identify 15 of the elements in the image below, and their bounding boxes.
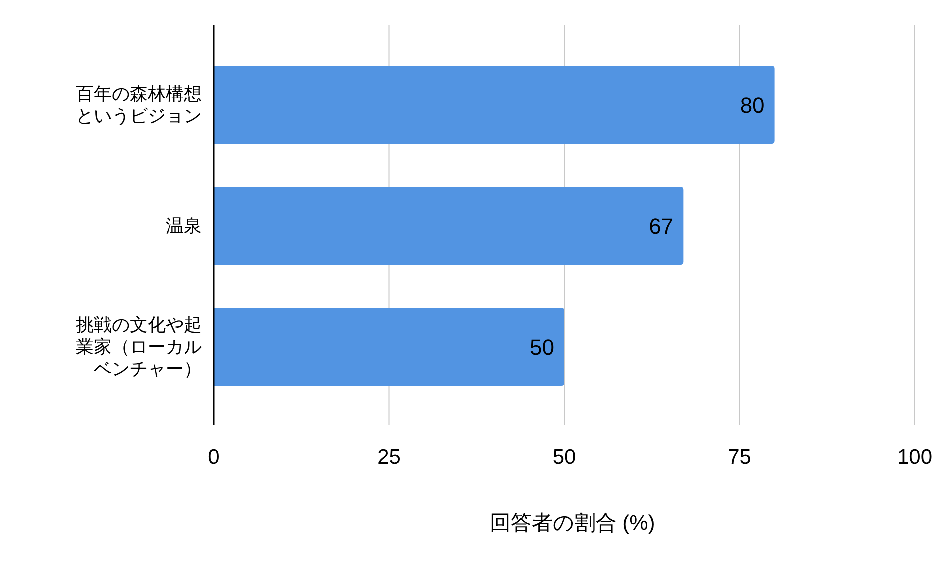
bar	[214, 187, 684, 265]
x-tick-label: 75	[728, 446, 752, 469]
x-axis-title: 回答者の割合 (%)	[490, 512, 656, 535]
data-label: 80	[740, 93, 765, 118]
x-tick-label: 100	[897, 446, 933, 469]
bar	[214, 308, 564, 386]
x-tick-label: 0	[208, 446, 220, 469]
y-tick-label: 挑戦の文化や起業家（ローカルベンチャー）	[76, 315, 202, 379]
data-label: 67	[649, 214, 674, 239]
y-tick-label: 百年の森林構想というビジョン	[76, 84, 202, 126]
x-tick-label: 25	[378, 446, 401, 469]
bar	[214, 66, 775, 144]
data-label: 50	[530, 335, 554, 360]
y-tick-label: 温泉	[166, 216, 202, 236]
x-tick-label: 50	[552, 446, 576, 469]
